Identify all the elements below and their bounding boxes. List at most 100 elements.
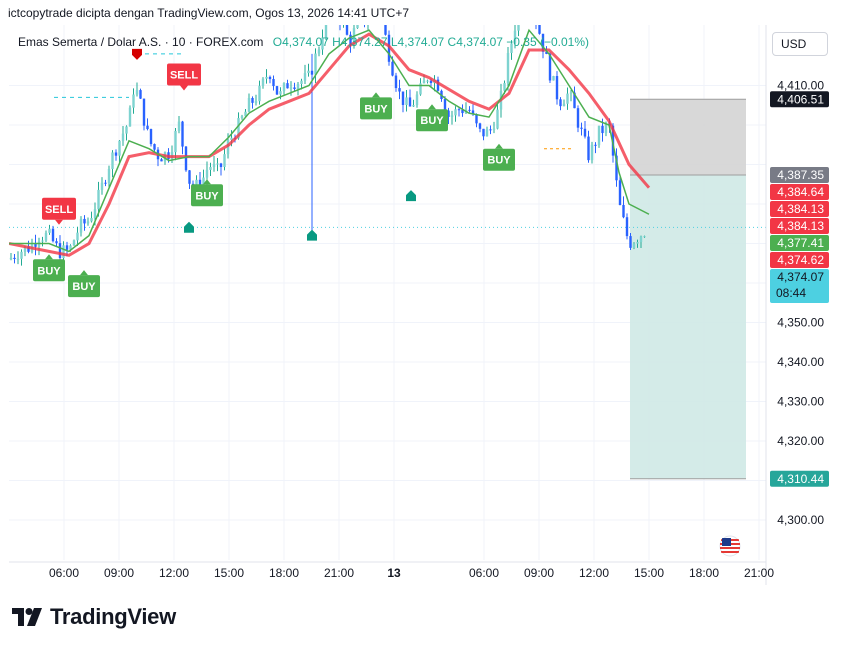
candle-body[interactable]: [223, 154, 226, 168]
candle-body[interactable]: [125, 126, 128, 134]
candle-body[interactable]: [618, 180, 622, 206]
candle-body[interactable]: [107, 169, 111, 184]
candle-body[interactable]: [429, 80, 433, 84]
buy-signal[interactable]: [191, 184, 223, 207]
candle-body[interactable]: [321, 37, 324, 50]
tradingview-logo[interactable]: TradingView: [12, 604, 176, 630]
candle-body[interactable]: [48, 228, 51, 233]
candle-body[interactable]: [408, 97, 412, 107]
candle-body[interactable]: [219, 163, 223, 168]
candle-body[interactable]: [513, 30, 517, 44]
candle-body[interactable]: [240, 116, 244, 119]
candle-body[interactable]: [562, 103, 566, 107]
candle-body[interactable]: [478, 123, 482, 129]
candle-body[interactable]: [506, 53, 510, 84]
candle-body[interactable]: [139, 90, 142, 99]
candle-body[interactable]: [128, 107, 132, 127]
candle-body[interactable]: [573, 92, 576, 109]
candle-body[interactable]: [576, 108, 580, 128]
candle-body[interactable]: [545, 51, 548, 54]
candle-body[interactable]: [436, 79, 440, 91]
candle-body[interactable]: [216, 163, 219, 165]
candle-body[interactable]: [9, 257, 13, 260]
candle-body[interactable]: [587, 136, 590, 161]
candle-body[interactable]: [79, 218, 83, 233]
candle-body[interactable]: [55, 241, 58, 244]
candle-body[interactable]: [559, 99, 562, 107]
candle-body[interactable]: [443, 99, 447, 111]
sell-signal[interactable]: [167, 63, 201, 86]
candle-body[interactable]: [489, 129, 492, 131]
candle-body[interactable]: [482, 128, 485, 137]
candle-body[interactable]: [51, 228, 55, 242]
candle-body[interactable]: [44, 232, 48, 241]
candle-body[interactable]: [258, 85, 261, 102]
candle-body[interactable]: [23, 246, 27, 252]
candle-body[interactable]: [121, 133, 125, 141]
candle-body[interactable]: [41, 240, 44, 242]
candle-body[interactable]: [289, 87, 293, 89]
candle-body[interactable]: [643, 236, 646, 238]
candle-body[interactable]: [597, 125, 601, 146]
candle-body[interactable]: [569, 92, 573, 94]
candle-body[interactable]: [177, 121, 181, 131]
candle-body[interactable]: [254, 101, 258, 103]
candle-body[interactable]: [279, 91, 282, 95]
candle-body[interactable]: [149, 129, 153, 145]
candle-body[interactable]: [625, 217, 629, 237]
candle-body[interactable]: [62, 245, 65, 259]
candle-body[interactable]: [401, 91, 405, 105]
take-profit-zone[interactable]: [630, 174, 746, 479]
candle-body[interactable]: [622, 205, 625, 218]
candle-body[interactable]: [132, 94, 135, 108]
candle-body[interactable]: [517, 25, 520, 31]
candle-body[interactable]: [548, 53, 552, 81]
candle-body[interactable]: [636, 242, 639, 244]
candle-body[interactable]: [205, 169, 209, 178]
price-axis[interactable]: [767, 25, 834, 585]
candle-body[interactable]: [422, 80, 426, 84]
candle-body[interactable]: [114, 152, 118, 156]
candle-body[interactable]: [83, 218, 86, 224]
candle-body[interactable]: [405, 97, 408, 105]
candle-body[interactable]: [324, 25, 328, 38]
candle-body[interactable]: [286, 83, 289, 89]
candle-body[interactable]: [111, 152, 114, 170]
candle-body[interactable]: [230, 137, 233, 141]
candle-body[interactable]: [251, 97, 254, 103]
candle-body[interactable]: [345, 25, 349, 35]
candle-body[interactable]: [447, 110, 450, 117]
candle-body[interactable]: [160, 159, 163, 162]
candle-body[interactable]: [356, 25, 359, 29]
candle-body[interactable]: [212, 163, 216, 168]
candle-body[interactable]: [146, 125, 149, 130]
candle-body[interactable]: [184, 146, 188, 171]
candle-body[interactable]: [317, 49, 321, 54]
candle-body[interactable]: [457, 109, 461, 111]
candle-body[interactable]: [209, 167, 212, 170]
candle-body[interactable]: [195, 179, 198, 185]
sell-signal[interactable]: [42, 197, 76, 220]
candle-body[interactable]: [580, 127, 583, 129]
candle-body[interactable]: [282, 83, 286, 92]
candle-body[interactable]: [16, 258, 20, 260]
candle-body[interactable]: [58, 243, 62, 259]
candle-body[interactable]: [629, 236, 632, 248]
candle-body[interactable]: [272, 79, 275, 87]
candle-body[interactable]: [13, 257, 16, 260]
candle-body[interactable]: [555, 76, 559, 100]
candle-body[interactable]: [237, 118, 240, 139]
candle-body[interactable]: [552, 76, 555, 81]
candle-body[interactable]: [419, 83, 422, 95]
candle-body[interactable]: [510, 43, 513, 54]
buy-signal[interactable]: [483, 148, 515, 171]
candle-body[interactable]: [583, 128, 587, 137]
stop-loss-zone[interactable]: [630, 99, 746, 175]
us-flag-icon[interactable]: [719, 535, 741, 557]
candle-body[interactable]: [450, 115, 454, 117]
candle-body[interactable]: [349, 34, 352, 45]
candle-body[interactable]: [69, 245, 72, 250]
candle-body[interactable]: [303, 73, 307, 81]
candle-body[interactable]: [475, 114, 478, 124]
buy-signal[interactable]: [360, 97, 392, 120]
